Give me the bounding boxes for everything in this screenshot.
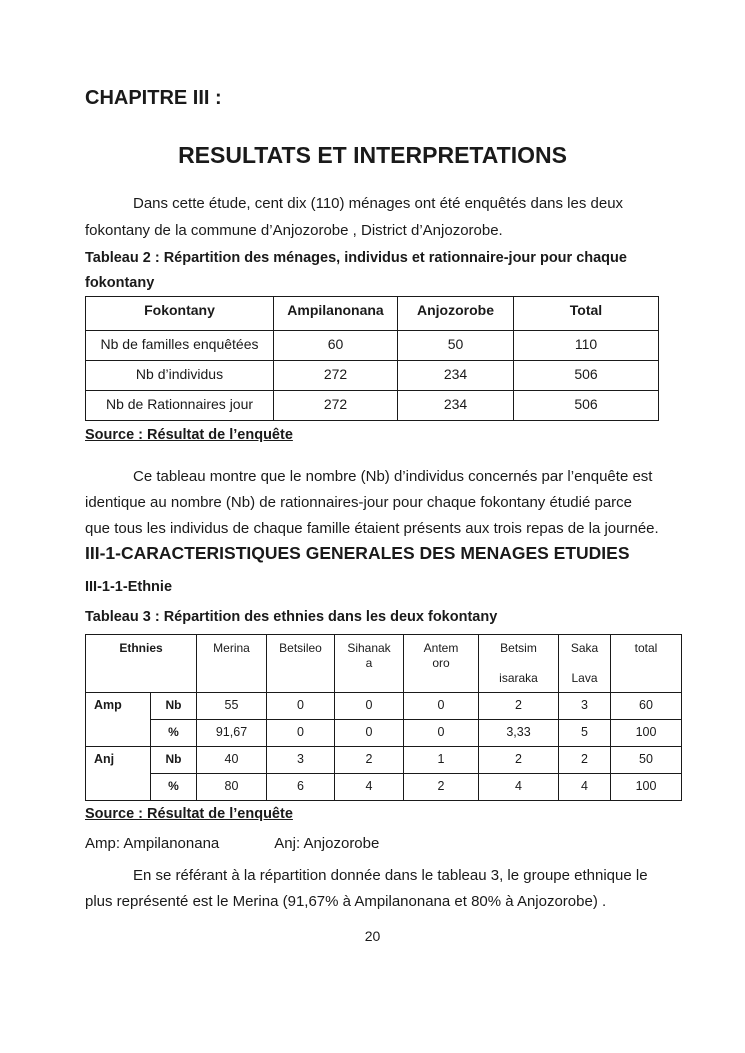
table3-cell: 2 [558, 746, 611, 774]
intro-paragraph: Dans cette étude, cent dix (110) ménages… [85, 195, 624, 239]
table3-row-amp-pct: % 91,67 0 0 0 3,33 5 100 [86, 719, 682, 747]
table2-row-label: Nb de Rationnaires jour [85, 390, 274, 421]
table3-header-antemoro: Antem oro [403, 634, 479, 693]
table3-header-merina: Merina [196, 634, 267, 693]
table3-cell: 0 [403, 692, 479, 720]
page-number: 20 [364, 928, 381, 944]
analysis-paragraph: Ce tableau montre que le nombre (Nb) d’i… [85, 468, 659, 537]
table3-row-anj-nb: Anj Nb 40 3 2 1 2 2 50 [85, 746, 682, 801]
table3-cell: 100 [610, 719, 682, 747]
table3-cell: 2 [478, 746, 559, 774]
chapter-title: RESULTATS ET INTERPRETATIONS [178, 142, 567, 168]
table3-row-amp-nb: Amp Nb 55 0 0 0 2 3 60 [85, 692, 682, 747]
table3-header-betsileo: Betsileo [266, 634, 335, 693]
table2-cell: 272 [273, 360, 398, 391]
table2-cell: 272 [273, 390, 398, 421]
table3-cell: 2 [334, 746, 404, 774]
table3-cell: 0 [403, 719, 479, 747]
table3-header-betsimisaraka: Betsim isaraka [478, 634, 559, 693]
table3-caption: Tableau 3 : Répartition des ethnies dans… [85, 609, 498, 625]
table3-cell: 3 [266, 746, 335, 774]
table3-metric-label: Nb [150, 692, 197, 720]
table2-row-rationnaires: Nb de Rationnaires jour 272 234 506 [85, 390, 659, 421]
table3-cell: 80 [196, 773, 267, 801]
table3-cell: 100 [610, 773, 682, 801]
table3-metric-label: Nb [150, 746, 197, 774]
subsection-heading: III-1-1-Ethnie [85, 579, 173, 595]
abbrev-anj: Anj: Anjozorobe [274, 835, 380, 852]
table3-header-ethnies: Ethnies [85, 634, 197, 693]
table3-header-sakalava: Saka Lava [558, 634, 611, 693]
table3-header-row: Ethnies Merina Betsileo Sihanak a Antem … [85, 634, 682, 693]
table2-header-ampilanonana: Ampilanonana [273, 296, 398, 331]
table2-cell: 234 [397, 390, 514, 421]
table2-cell: 506 [513, 360, 659, 391]
chapter-heading: CHAPITRE III : [85, 87, 222, 109]
table2-row-label: Nb d’individus [85, 360, 274, 391]
table2-row-label: Nb de familles enquêtées [85, 330, 274, 361]
table3-cell: 55 [196, 692, 267, 720]
table3-cell: 0 [334, 692, 404, 720]
table3-cell: 60 [610, 692, 682, 720]
table2-row-individus: Nb d’individus 272 234 506 [85, 360, 659, 391]
table3-source: Source : Résultat de l’enquête [85, 806, 293, 822]
table2-header-fokontany: Fokontany [85, 296, 274, 331]
table3-header-total: total [610, 634, 682, 693]
table2-source: Source : Résultat de l’enquête [85, 427, 293, 443]
table3-cell: 40 [196, 746, 267, 774]
abbrev-amp: Amp: Ampilanonana [85, 835, 220, 852]
conclusion-paragraph: En se référant à la répartition donnée d… [85, 867, 648, 910]
table3-cell: 91,67 [196, 719, 267, 747]
table2-menages: Fokontany Ampilanonana Anjozorobe Total … [85, 296, 659, 421]
table3-cell: 3,33 [478, 719, 559, 747]
table2-cell: 506 [513, 390, 659, 421]
table2-header-anjozorobe: Anjozorobe [397, 296, 514, 331]
table3-cell: 3 [558, 692, 611, 720]
abbreviations-line: Amp: Ampilanonana Anj: Anjozorobe [85, 835, 681, 853]
table3-header-sihanaka: Sihanak a [334, 634, 404, 693]
table3-cell: 0 [334, 719, 404, 747]
table3-cell: 2 [478, 692, 559, 720]
table3-cell: 4 [558, 773, 611, 801]
section-heading: III-1-CARACTERISTIQUES GENERALES DES MEN… [85, 543, 630, 563]
table2-row-familles: Nb de familles enquêtées 60 50 110 [85, 330, 659, 361]
table3-cell: 4 [478, 773, 559, 801]
table3-group-amp: Amp [85, 692, 151, 747]
table2-cell: 50 [397, 330, 514, 361]
table3-metric-label: % [150, 773, 197, 801]
table2-header-total: Total [513, 296, 659, 331]
table3-cell: 1 [403, 746, 479, 774]
table2-cell: 234 [397, 360, 514, 391]
table2-caption: Tableau 2 : Répartition des ménages, ind… [85, 250, 627, 291]
table3-cell: 50 [610, 746, 682, 774]
table3-cell: 6 [266, 773, 335, 801]
table3-cell: 0 [266, 692, 335, 720]
page-content: CHAPITRE III : RESULTATS ET INTERPRETATI… [85, 86, 682, 945]
table2-cell: 110 [513, 330, 659, 361]
table3-group-anj: Anj [85, 746, 151, 801]
table3-cell: 4 [334, 773, 404, 801]
table3-metric-label: % [150, 719, 197, 747]
table3-cell: 0 [266, 719, 335, 747]
table3-row-anj-pct: % 80 6 4 2 4 4 100 [86, 773, 682, 801]
table3-cell: 2 [403, 773, 479, 801]
table2-cell: 60 [273, 330, 398, 361]
table3-cell: 5 [558, 719, 611, 747]
table2-header-row: Fokontany Ampilanonana Anjozorobe Total [85, 296, 659, 331]
table3-ethnies: Ethnies Merina Betsileo Sihanak a Antem … [85, 634, 682, 801]
